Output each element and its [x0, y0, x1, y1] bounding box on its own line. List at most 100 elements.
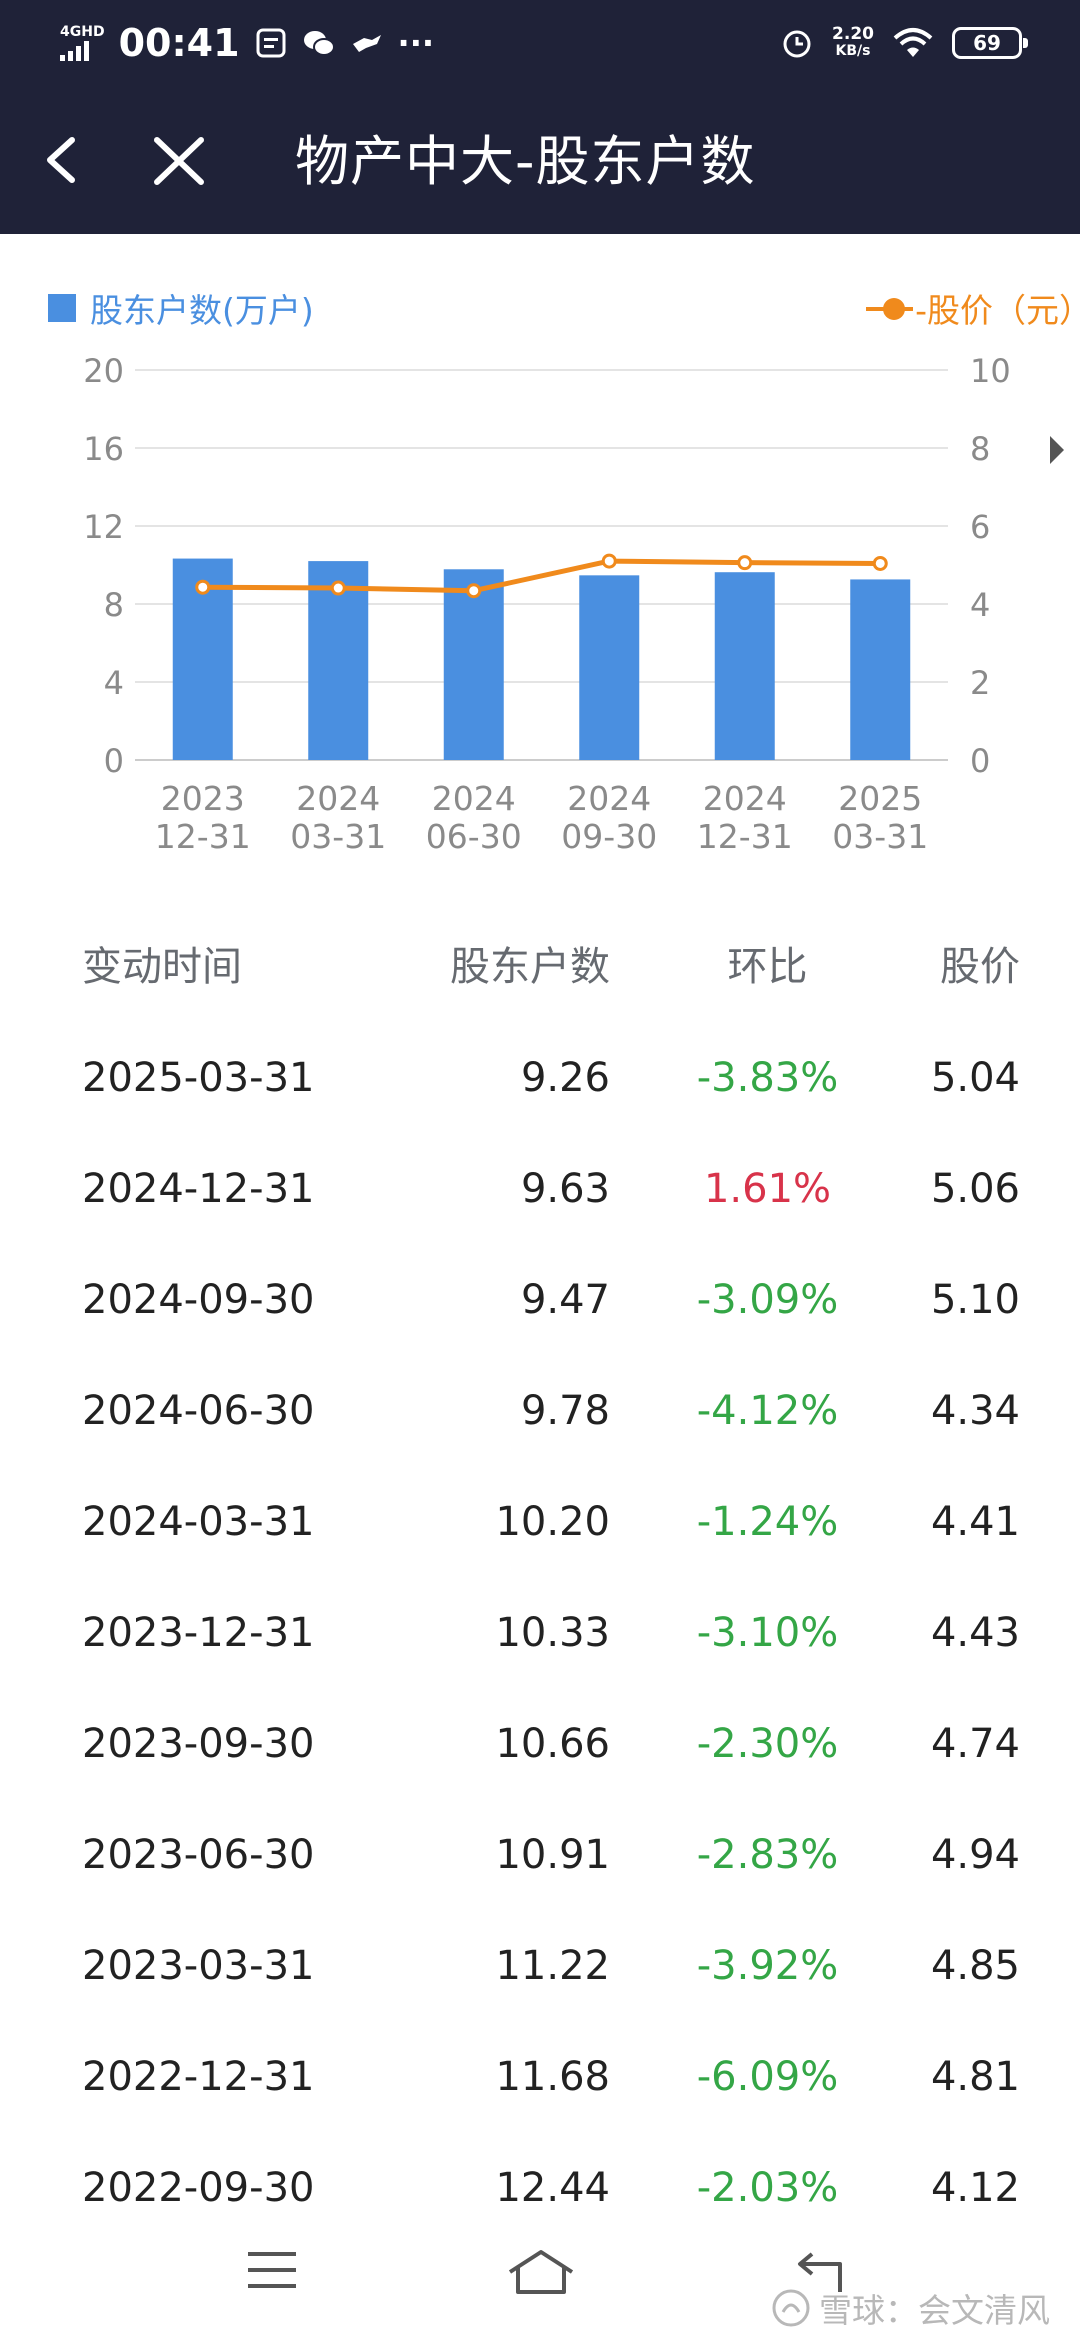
- cell-price: 5.10: [930, 1277, 1020, 1323]
- y-right-tick-label: 8: [970, 430, 990, 468]
- cell-count: 10.33: [495, 1610, 610, 1656]
- price-point: [872, 555, 888, 571]
- app-notification-icon: [352, 35, 381, 52]
- header-date[interactable]: 变动时间: [82, 944, 242, 990]
- page-title: 物产中大-股东户数: [295, 130, 756, 193]
- cell-ratio: -3.09%: [696, 1277, 839, 1323]
- table-row[interactable]: 2024-09-30 9.47 -3.09% 5.10: [0, 1245, 1080, 1356]
- cell-ratio: -2.83%: [696, 1832, 839, 1878]
- header-price[interactable]: 股价: [940, 944, 1020, 990]
- x-tick-label-date: 12-31: [697, 817, 793, 856]
- price-point: [601, 553, 617, 569]
- menu-icon[interactable]: [246, 2248, 298, 2292]
- y-left-tick-label: 20: [83, 352, 124, 390]
- cell-price: 4.34: [930, 1388, 1020, 1434]
- cell-ratio: -6.09%: [696, 2054, 839, 2100]
- cell-date: 2024-06-30: [82, 1388, 315, 1434]
- x-tick-label-year: 2023: [161, 779, 245, 818]
- table-row[interactable]: 2024-03-31 10.20 -1.24% 4.41: [0, 1467, 1080, 1578]
- table-row[interactable]: 2023-03-31 11.22 -3.92% 4.85: [0, 1911, 1080, 2022]
- table-row[interactable]: 2024-12-31 9.63 1.61% 5.06: [0, 1134, 1080, 1245]
- snowball-logo-icon: [772, 2289, 810, 2327]
- navigation-bar: 物产中大-股东户数: [0, 84, 1080, 234]
- cell-date: 2023-09-30: [82, 1721, 315, 1767]
- cell-price: 4.74: [930, 1721, 1020, 1767]
- cell-ratio: 1.61%: [703, 1166, 832, 1212]
- cell-date: 2024-12-31: [82, 1166, 315, 1212]
- home-icon[interactable]: [506, 2246, 576, 2296]
- cell-date: 2022-12-31: [82, 2054, 315, 2100]
- legend-bars-label: 股东户数(万户): [90, 291, 314, 330]
- x-tick-label-date: 12-31: [155, 817, 251, 856]
- system-back-icon[interactable]: [796, 2246, 852, 2296]
- cell-ratio: -3.92%: [696, 1943, 839, 1989]
- sim-card-icon: [256, 28, 286, 58]
- close-button[interactable]: [145, 120, 215, 200]
- bar-swatch-icon: [48, 294, 76, 322]
- alarm-clock-icon: [783, 30, 811, 58]
- status-right: 2.20 KB/s 69: [780, 18, 1028, 68]
- cell-date: 2024-09-30: [82, 1277, 315, 1323]
- back-button[interactable]: [32, 120, 92, 200]
- header-count[interactable]: 股东户数: [450, 944, 610, 990]
- cell-price: 4.81: [930, 2054, 1020, 2100]
- cell-price: 4.94: [930, 1832, 1020, 1878]
- cell-count: 9.78: [520, 1388, 610, 1434]
- app-header: 4GHD 00:41 ···: [0, 0, 1080, 234]
- y-left-tick-label: 12: [83, 508, 124, 546]
- system-nav-bar: 雪球：会文清风: [0, 2206, 1080, 2340]
- table-row[interactable]: 2025-03-31 9.26 -3.83% 5.04: [0, 1023, 1080, 1134]
- cell-ratio: -2.30%: [696, 1721, 839, 1767]
- watermark: 雪球：会文清风: [771, 2284, 1050, 2332]
- y-right-tick-label: 4: [970, 586, 990, 624]
- x-tick-label-year: 2025: [838, 779, 922, 818]
- cell-date: 2023-12-31: [82, 1610, 315, 1656]
- legend-line-label: -股价（元）: [915, 291, 1080, 330]
- price-point: [737, 555, 753, 571]
- table-row[interactable]: 2022-12-31 11.68 -6.09% 4.81: [0, 2022, 1080, 2133]
- cell-price: 5.06: [930, 1166, 1020, 1212]
- signal-indicator: 4GHD: [60, 25, 105, 61]
- cell-price: 5.04: [930, 1055, 1020, 1101]
- x-tick-label-year: 2024: [296, 779, 380, 818]
- y-right-tick-label: 2: [970, 664, 990, 702]
- price-point: [195, 579, 211, 595]
- table-row[interactable]: 2023-06-30 10.91 -2.83% 4.94: [0, 1800, 1080, 1911]
- network-speed: 2.20 KB/s: [832, 26, 874, 60]
- chart-legend: 股东户数(万户) -股价（元）: [48, 280, 1080, 330]
- x-tick-label-date: 03-31: [832, 817, 928, 856]
- cell-ratio: -4.12%: [696, 1388, 839, 1434]
- table-row[interactable]: 2024-06-30 9.78 -4.12% 4.34: [0, 1356, 1080, 1467]
- cell-count: 9.63: [520, 1166, 610, 1212]
- header-ratio[interactable]: 环比: [727, 944, 808, 990]
- wifi-icon: [893, 28, 933, 57]
- line-marker-icon: [866, 291, 914, 325]
- chart-scroll-right-icon[interactable]: [1050, 436, 1064, 464]
- y-right-tick-label: 6: [970, 508, 990, 546]
- legend-item-line[interactable]: -股价（元）: [866, 284, 1080, 332]
- status-bar: 4GHD 00:41 ···: [0, 0, 1080, 84]
- bar: [850, 579, 911, 760]
- cell-date: 2023-03-31: [82, 1943, 315, 1989]
- x-tick-label-year: 2024: [567, 779, 651, 818]
- legend-item-bars[interactable]: 股东户数(万户): [48, 284, 314, 332]
- table-row[interactable]: 2023-09-30 10.66 -2.30% 4.74: [0, 1689, 1080, 1800]
- x-tick-label-date: 09-30: [561, 817, 657, 856]
- cell-ratio: -3.83%: [696, 1055, 839, 1101]
- cell-date: 2024-03-31: [82, 1499, 315, 1545]
- x-tick-label-year: 2024: [432, 779, 516, 818]
- battery-level: 69: [973, 31, 1001, 55]
- cell-count: 9.26: [520, 1055, 610, 1101]
- x-tick-label-date: 06-30: [426, 817, 522, 856]
- price-line: [202, 558, 881, 594]
- table-row[interactable]: 2023-12-31 10.33 -3.10% 4.43: [0, 1578, 1080, 1689]
- y-left-tick-label: 16: [83, 430, 124, 468]
- cell-ratio: -2.03%: [696, 2165, 839, 2211]
- bar: [579, 575, 640, 760]
- table-row[interactable]: 2022-09-30 12.44 -2.03% 4.12: [0, 2133, 1080, 2244]
- y-right-tick-label: 0: [970, 742, 990, 780]
- network-speed-unit: KB/s: [835, 43, 871, 59]
- cell-count: 10.91: [495, 1832, 610, 1878]
- signal-bars-icon: [60, 41, 89, 61]
- status-left: 4GHD 00:41 ···: [60, 18, 434, 68]
